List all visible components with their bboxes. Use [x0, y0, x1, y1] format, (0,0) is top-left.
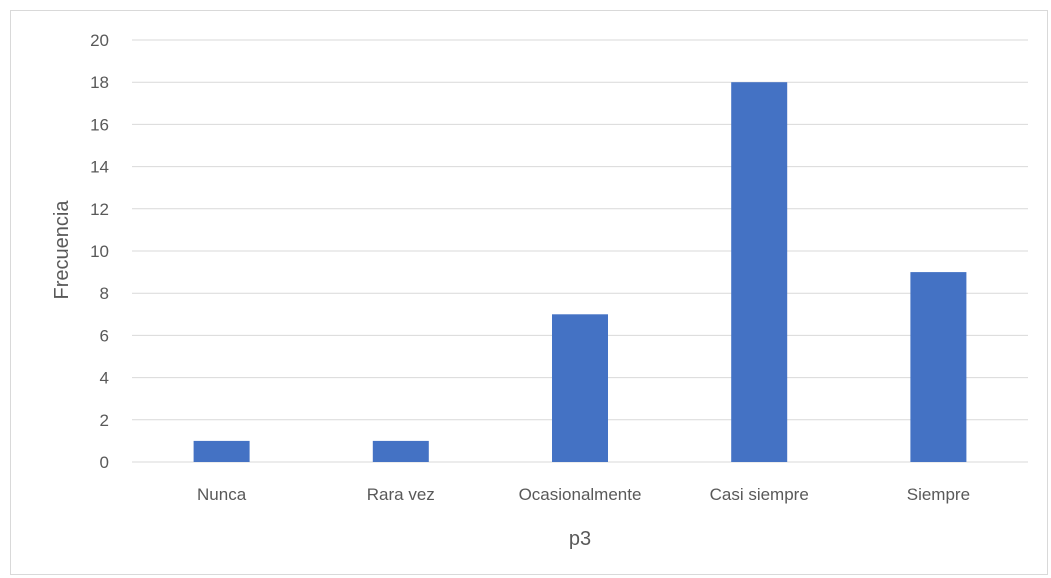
x-tick-label: Siempre: [907, 485, 970, 504]
y-tick-label: 2: [100, 411, 109, 430]
y-tick-label: 16: [90, 115, 109, 134]
y-axis-title: Frecuencia: [51, 200, 73, 300]
y-tick-label: 20: [90, 31, 109, 50]
bar-casi-siempre: [731, 82, 788, 462]
bars: [193, 82, 967, 462]
y-tick-labels: 0 2 4 6 8 10 12 14 16 18 20: [90, 31, 109, 472]
y-tick-label: 18: [90, 73, 109, 92]
y-tick-label: 12: [90, 200, 109, 219]
y-tick-label: 6: [100, 326, 109, 345]
x-tick-label: Nunca: [197, 485, 247, 504]
y-tick-label: 0: [100, 453, 109, 472]
y-tick-label: 4: [100, 369, 109, 388]
y-tick-label: 8: [100, 284, 109, 303]
y-tick-label: 14: [90, 158, 109, 177]
chart-frame: [10, 10, 1048, 575]
x-tick-label: Ocasionalmente: [519, 485, 642, 504]
bar-rara-vez: [372, 440, 429, 462]
gridlines: [132, 39, 1028, 463]
x-tick-label: Rara vez: [367, 485, 435, 504]
x-tick-label: Casi siempre: [710, 485, 809, 504]
x-tick-labels: Nunca Rara vez Ocasionalmente Casi siempre S…: [197, 485, 970, 504]
bar-nunca: [193, 440, 250, 462]
bar-siempre: [910, 272, 967, 462]
y-tick-label: 10: [90, 242, 109, 261]
x-axis-title: p3: [569, 528, 591, 550]
bar-ocasionalmente: [552, 314, 608, 462]
